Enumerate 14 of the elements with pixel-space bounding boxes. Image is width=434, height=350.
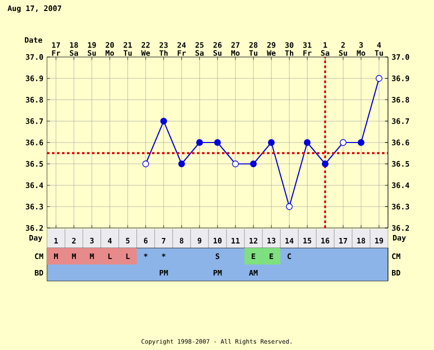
point <box>142 160 150 168</box>
point <box>196 139 203 146</box>
point <box>358 139 364 146</box>
point <box>304 139 311 146</box>
point <box>340 139 346 146</box>
point <box>250 160 257 168</box>
point <box>214 139 221 146</box>
point <box>376 75 382 82</box>
point <box>232 160 239 168</box>
point <box>286 203 293 210</box>
point <box>322 160 329 168</box>
point <box>178 160 185 168</box>
point <box>160 118 168 124</box>
point <box>268 139 275 146</box>
